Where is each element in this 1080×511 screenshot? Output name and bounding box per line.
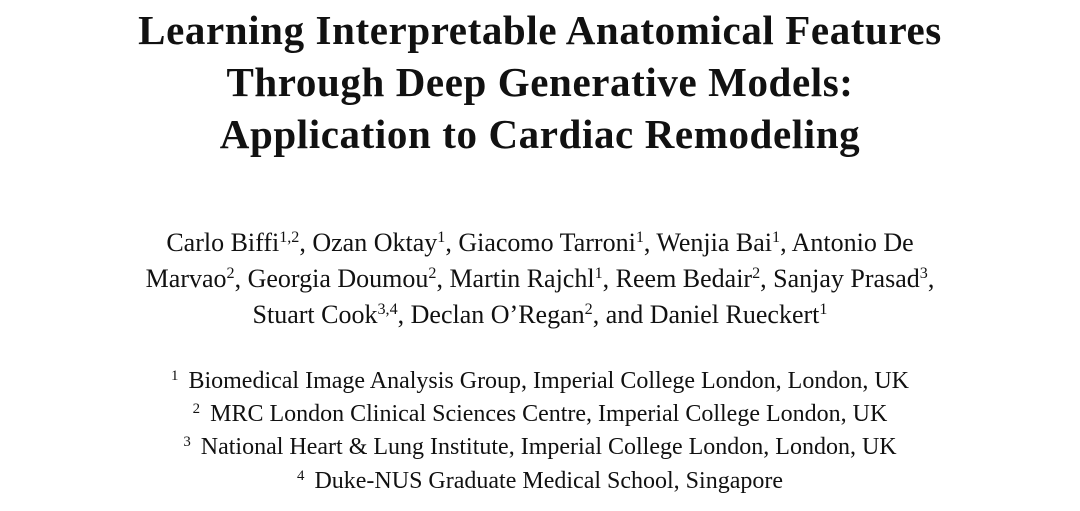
author-text: , Sanjay Prasad bbox=[760, 264, 920, 293]
affiliation: 1 Biomedical Image Analysis Group, Imperi… bbox=[0, 368, 1080, 395]
affiliation: 4 Duke-NUS Graduate Medical School, Singa… bbox=[0, 468, 1080, 495]
affiliation: 3 National Heart & Lung Institute, Imperi… bbox=[0, 434, 1080, 461]
author-text: , Declan O’Regan bbox=[397, 300, 585, 329]
author-text: Marvao bbox=[145, 264, 227, 293]
author-text: , and Daniel Rueckert bbox=[592, 300, 820, 329]
author-text: , Antonio De bbox=[780, 228, 914, 257]
author-text: Stuart Cook bbox=[252, 300, 378, 329]
affiliation-text: National Heart & Lung Institute, Imperia… bbox=[200, 434, 897, 460]
author-text: , Georgia Doumou bbox=[234, 264, 429, 293]
affiliation-text: Duke-NUS Graduate Medical School, Singap… bbox=[314, 468, 783, 494]
author-line: Marvao2, Georgia Doumou2, Martin Rajchl1… bbox=[0, 264, 1080, 294]
author-text: , bbox=[927, 264, 935, 293]
author-text: , Ozan Oktay bbox=[299, 228, 438, 257]
author-superscript: 2 bbox=[428, 265, 437, 283]
title-line: Application to Cardiac Remodeling bbox=[219, 111, 861, 157]
author-superscript: 1 bbox=[819, 301, 828, 319]
affiliation-mark: 1 bbox=[171, 367, 179, 384]
author-text: , Wenjia Bai bbox=[643, 228, 772, 257]
title-line: Through Deep Generative Models: bbox=[226, 59, 854, 105]
author-superscript: 2 bbox=[226, 265, 235, 283]
author-text: , Reem Bedair bbox=[602, 264, 753, 293]
author-line: Carlo Biffi1,2, Ozan Oktay1, Giacomo Tar… bbox=[0, 228, 1080, 258]
author-superscript: 1 bbox=[635, 229, 644, 247]
author-text: , Giacomo Tarroni bbox=[445, 228, 636, 257]
author-superscript: 1,2 bbox=[279, 229, 300, 247]
author-superscript: 1 bbox=[437, 229, 446, 247]
author-line: Stuart Cook3,4, Declan O’Regan2, and Dan… bbox=[0, 300, 1080, 330]
author-text: , Martin Rajchl bbox=[436, 264, 595, 293]
author-superscript: 1 bbox=[772, 229, 781, 247]
author-superscript: 3 bbox=[919, 265, 928, 283]
author-superscript: 2 bbox=[584, 301, 593, 319]
affiliation-mark: 2 bbox=[192, 400, 201, 417]
author-superscript: 3,4 bbox=[377, 301, 398, 319]
title-line: Learning Interpretable Anatomical Featur… bbox=[138, 7, 942, 53]
author-text: Carlo Biffi bbox=[166, 228, 280, 257]
affiliation-text: Biomedical Image Analysis Group, Imperia… bbox=[188, 368, 909, 394]
affiliation-mark: 3 bbox=[183, 433, 191, 450]
author-superscript: 1 bbox=[594, 265, 603, 283]
author-superscript: 2 bbox=[752, 265, 761, 283]
affiliation-mark: 4 bbox=[297, 467, 305, 484]
affiliation-text: MRC London Clinical Sciences Centre, Imp… bbox=[210, 401, 888, 427]
affiliation: 2 MRC London Clinical Sciences Centre, Im… bbox=[0, 401, 1080, 428]
